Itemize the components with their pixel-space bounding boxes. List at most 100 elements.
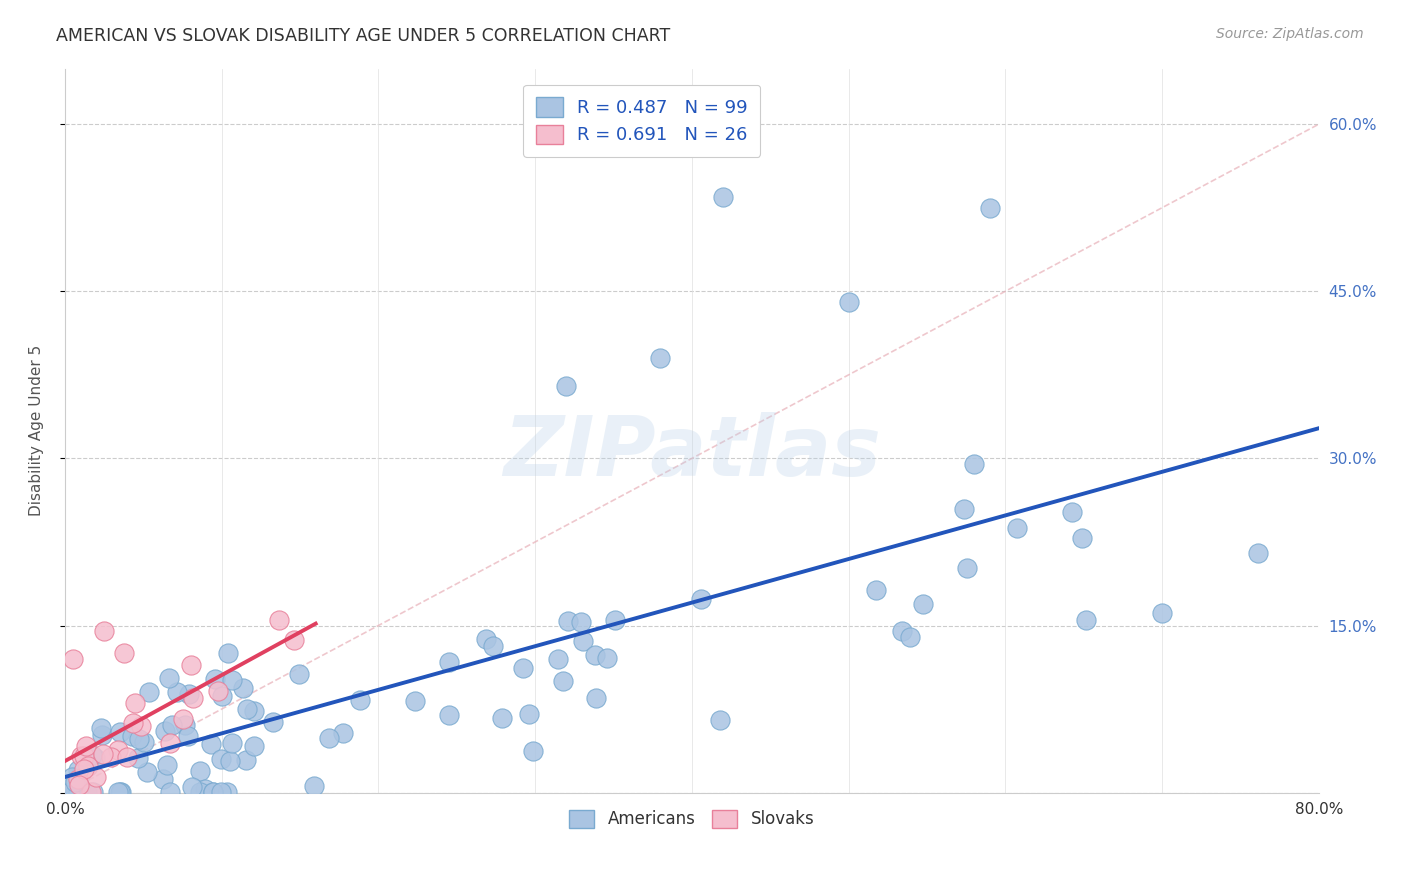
Point — [194, 781, 217, 796]
Point — [318, 731, 340, 745]
Point — [865, 582, 887, 597]
Legend: Americans, Slovaks: Americans, Slovaks — [562, 803, 821, 835]
Point — [517, 707, 540, 722]
Point — [221, 736, 243, 750]
Point — [650, 351, 672, 366]
Point — [157, 671, 180, 685]
Point — [66, 784, 89, 798]
Point — [221, 673, 243, 687]
Point — [129, 719, 152, 733]
Point — [217, 784, 239, 798]
Point — [596, 650, 619, 665]
Point — [898, 630, 921, 644]
Point — [65, 784, 87, 798]
Point — [1071, 532, 1094, 546]
Point — [91, 747, 114, 762]
Point — [159, 736, 181, 750]
Point — [1246, 546, 1268, 560]
Point — [110, 725, 132, 739]
Point — [110, 784, 132, 798]
Point — [200, 737, 222, 751]
Point — [108, 784, 131, 798]
Point — [217, 646, 239, 660]
Point — [60, 770, 83, 784]
Point — [93, 624, 115, 639]
Point — [76, 759, 98, 773]
Point — [63, 774, 86, 789]
Point — [207, 683, 229, 698]
Point — [67, 778, 90, 792]
Point — [136, 764, 159, 779]
Point — [127, 751, 149, 765]
Point — [80, 748, 103, 763]
Point — [80, 784, 103, 798]
Point — [90, 721, 112, 735]
Point — [138, 685, 160, 699]
Point — [475, 632, 498, 646]
Point — [211, 689, 233, 703]
Point — [235, 753, 257, 767]
Point — [288, 666, 311, 681]
Point — [156, 757, 179, 772]
Point — [512, 661, 534, 675]
Point — [84, 770, 107, 784]
Point — [332, 726, 354, 740]
Text: Source: ZipAtlas.com: Source: ZipAtlas.com — [1216, 27, 1364, 41]
Point — [177, 687, 200, 701]
Point — [201, 784, 224, 798]
Point — [1060, 505, 1083, 519]
Point — [236, 702, 259, 716]
Point — [232, 681, 254, 695]
Point — [302, 779, 325, 793]
Point — [132, 734, 155, 748]
Point — [1005, 521, 1028, 535]
Point — [65, 784, 87, 798]
Point — [107, 743, 129, 757]
Point — [349, 693, 371, 707]
Point — [100, 750, 122, 764]
Point — [583, 648, 606, 662]
Point — [979, 201, 1001, 215]
Point — [955, 561, 977, 575]
Y-axis label: Disability Age Under 5: Disability Age Under 5 — [30, 345, 44, 516]
Point — [188, 764, 211, 778]
Point — [204, 673, 226, 687]
Point — [188, 784, 211, 798]
Point — [160, 717, 183, 731]
Point — [491, 711, 513, 725]
Point — [121, 716, 143, 731]
Point — [181, 780, 204, 795]
Point — [891, 624, 914, 638]
Point — [243, 739, 266, 754]
Point — [173, 718, 195, 732]
Point — [219, 754, 242, 768]
Point — [69, 767, 91, 781]
Point — [152, 772, 174, 786]
Point — [114, 647, 136, 661]
Point — [585, 691, 607, 706]
Point — [166, 685, 188, 699]
Point — [202, 784, 225, 798]
Point — [709, 713, 731, 727]
Point — [243, 704, 266, 718]
Point — [73, 762, 96, 776]
Point — [553, 674, 575, 689]
Point — [181, 690, 204, 705]
Point — [689, 591, 711, 606]
Point — [557, 615, 579, 629]
Point — [952, 502, 974, 516]
Point — [209, 784, 232, 798]
Text: AMERICAN VS SLOVAK DISABILITY AGE UNDER 5 CORRELATION CHART: AMERICAN VS SLOVAK DISABILITY AGE UNDER … — [56, 27, 671, 45]
Point — [62, 652, 84, 666]
Point — [603, 613, 626, 627]
Point — [83, 751, 105, 765]
Point — [569, 615, 592, 629]
Point — [67, 772, 90, 787]
Point — [572, 634, 595, 648]
Point — [107, 784, 129, 798]
Point — [911, 597, 934, 611]
Point — [121, 730, 143, 744]
Point — [1074, 613, 1097, 627]
Point — [522, 744, 544, 758]
Point — [172, 712, 194, 726]
